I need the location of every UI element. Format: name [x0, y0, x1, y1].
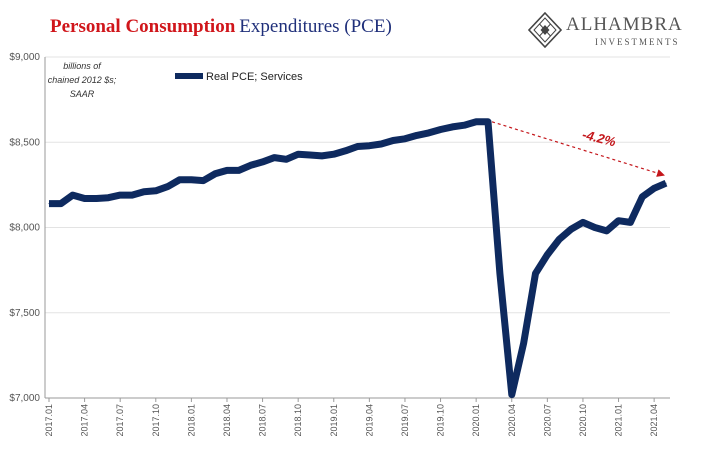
annotations: -4.2%: [491, 121, 665, 177]
y-axis: $7,000 $7,500 $8,000 $8,500 $9,000: [9, 52, 46, 404]
y-tick-label: $9,000: [9, 52, 40, 63]
chart-title-part2: Expenditures (PCE): [239, 16, 392, 37]
chart-title: Personal Consumption Expenditures (PCE): [50, 16, 392, 38]
x-tick-label: 2020.07: [542, 404, 552, 437]
data-point: [96, 198, 97, 199]
legend: Real PCE; Services: [175, 71, 303, 83]
data-point: [392, 140, 394, 141]
data-point: [167, 186, 169, 188]
data-point: [606, 230, 608, 232]
data-point: [440, 129, 442, 130]
data-point: [570, 228, 572, 230]
data-point: [665, 182, 667, 184]
x-tick-label: 2019.10: [436, 404, 446, 437]
legend-label: Real PCE; Services: [206, 71, 303, 83]
data-point: [273, 157, 275, 159]
data-point: [119, 194, 121, 196]
x-axis: 2017.01 2017.04 2017.07 2017.10 2018.01 2018.…: [44, 397, 670, 437]
data-point: [321, 155, 323, 157]
chart-title-part1: Personal Consumption: [50, 16, 236, 37]
y-tick-label: $8,000: [9, 223, 40, 234]
data-point: [285, 158, 287, 160]
x-tick-label: 2020.10: [578, 404, 588, 437]
data-point: [155, 190, 157, 192]
data-point: [428, 132, 430, 134]
data-point: [190, 179, 192, 181]
data-point: [594, 227, 596, 228]
data-point: [345, 150, 347, 152]
x-tick-label: 2020.01: [471, 404, 481, 437]
data-point: [309, 154, 311, 156]
data-point: [546, 254, 548, 256]
data-point: [131, 194, 133, 196]
annotation-arrow: [491, 121, 665, 177]
data-point: [404, 138, 406, 140]
x-tick-label: 2021.04: [649, 404, 659, 437]
x-tick-label: 2018.01: [186, 404, 196, 437]
data-point: [238, 169, 240, 171]
data-point: [475, 121, 477, 123]
data-point: [653, 187, 655, 189]
x-tick-label: 2017.04: [80, 404, 90, 437]
x-tick-label: 2019.04: [364, 404, 374, 437]
data-point: [535, 273, 536, 274]
data-point: [48, 203, 50, 205]
data-point: [499, 273, 501, 274]
data-point: [463, 124, 465, 126]
data-point: [487, 121, 489, 123]
data-point: [451, 126, 453, 128]
brand-logo: ALHAMBRA INVESTMENTS: [528, 12, 698, 52]
x-tick-label: 2019.01: [329, 404, 339, 437]
data-point: [214, 173, 216, 175]
data-point: [380, 143, 382, 145]
data-point: [262, 161, 264, 163]
data-point: [618, 220, 619, 222]
data-point: [511, 394, 513, 396]
x-tick-label: 2018.04: [222, 404, 232, 437]
data-point: [582, 221, 584, 223]
data-point: [202, 180, 204, 182]
data-point: [641, 196, 643, 198]
data-point: [226, 169, 228, 171]
data-point: [357, 146, 358, 147]
data-point: [558, 238, 560, 240]
data-point: [297, 153, 299, 155]
x-tick-label: 2019.07: [400, 404, 410, 437]
unit-label-line-1: billions of: [63, 61, 102, 71]
data-point: [72, 194, 74, 196]
data-point: [629, 221, 631, 223]
data-point: [416, 134, 418, 136]
annotation-label: -4.2%: [581, 127, 618, 150]
x-tick-label: 2021.01: [614, 404, 624, 437]
unit-label-line-2: chained 2012 $s;: [48, 75, 117, 85]
data-point: [60, 203, 62, 205]
unit-label-line-3: SAAR: [70, 89, 95, 99]
y-tick-label: $7,000: [9, 393, 40, 404]
data-point: [143, 191, 145, 193]
x-tick-label: 2020.04: [507, 404, 517, 437]
y-tick-label: $7,500: [9, 308, 40, 319]
data-point: [368, 145, 370, 147]
x-tick-label: 2018.10: [293, 404, 303, 437]
logo-name: ALHAMBRA: [566, 14, 683, 35]
data-point: [333, 153, 335, 155]
diamond-lattice-icon: [528, 12, 562, 48]
data-point: [107, 197, 109, 199]
series-line: [49, 118, 668, 399]
data-point: [250, 164, 252, 166]
x-tick-label: 2017.01: [44, 404, 54, 437]
series: [48, 118, 668, 399]
x-tick-label: 2017.07: [115, 404, 125, 437]
y-tick-label: $8,500: [9, 137, 40, 148]
data-point: [179, 179, 180, 181]
x-tick-label: 2017.10: [151, 404, 161, 437]
logo-subtitle: INVESTMENTS: [595, 37, 680, 47]
x-tick-label: 2018.07: [258, 404, 268, 437]
unit-label: billions of chained 2012 $s; SAAR: [48, 61, 117, 99]
data-point: [523, 342, 525, 344]
data-point: [84, 198, 86, 199]
